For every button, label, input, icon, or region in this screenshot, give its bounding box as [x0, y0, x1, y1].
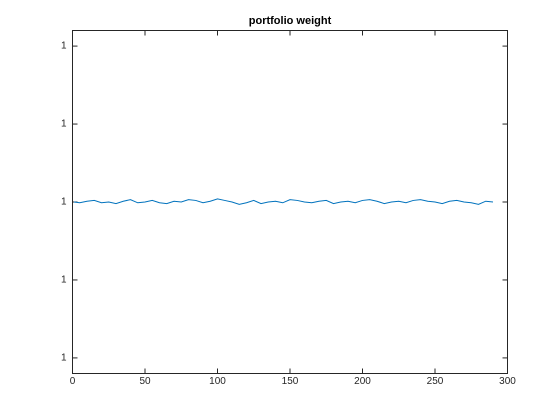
x-tick-label: 50: [139, 376, 151, 387]
x-tick-label: 150: [282, 376, 299, 387]
x-tick-label: 100: [209, 376, 226, 387]
axes-box: [72, 30, 508, 374]
y-tick-label: 1: [61, 353, 67, 364]
x-tick-label: 200: [354, 376, 371, 387]
data-line: [73, 198, 494, 205]
y-tick-label: 1: [61, 119, 67, 130]
x-tick-label: 250: [427, 376, 444, 387]
x-tick-label: 0: [70, 376, 76, 387]
y-tick-label: 1: [61, 275, 67, 286]
chart-title: portfolio weight: [249, 15, 332, 27]
x-tick-label: 300: [499, 376, 516, 387]
y-tick-label: 1: [61, 197, 67, 208]
y-tick-label: 1: [61, 41, 67, 52]
